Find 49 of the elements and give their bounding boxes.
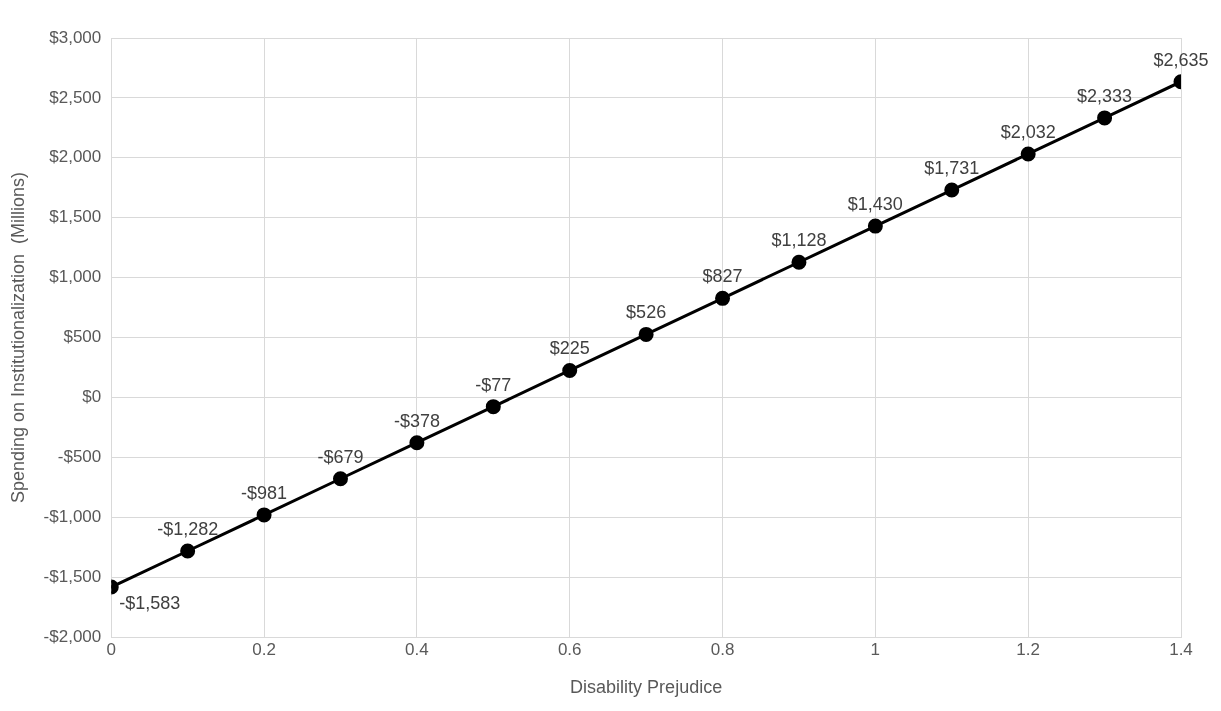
x-tick-label: 0 — [106, 639, 116, 659]
x-tick-label: 0.8 — [710, 639, 735, 659]
data-label: $827 — [702, 266, 743, 287]
point — [1097, 110, 1113, 126]
data-label: $2,635 — [1153, 49, 1209, 70]
x-tick-label: 0.4 — [405, 639, 429, 659]
point — [944, 182, 960, 198]
data-label: $225 — [549, 338, 590, 359]
data-label: $1,430 — [847, 194, 903, 215]
y-tick-label: -$500 — [57, 446, 102, 466]
point — [332, 471, 348, 487]
y-axis-title: Spending on Institutionalization (Millions) — [7, 171, 28, 504]
point — [485, 399, 501, 415]
x-tick-label: 0.2 — [252, 639, 276, 659]
x-tick-label: 1 — [870, 639, 881, 659]
data-label: -$378 — [393, 410, 440, 431]
data-label: $526 — [626, 302, 667, 323]
data-label: -$679 — [317, 446, 364, 467]
data-label: $2,032 — [1000, 121, 1056, 142]
data-label: -$1,583 — [119, 593, 181, 614]
y-tick-label: $1,500 — [49, 207, 102, 227]
y-tick-label: $2,500 — [49, 87, 102, 107]
x-tick-label: 1.2 — [1016, 639, 1040, 659]
y-tick-label: $1,000 — [49, 267, 102, 287]
y-tick-label: -$1,000 — [43, 506, 102, 526]
point — [180, 543, 196, 559]
point — [867, 218, 883, 234]
point — [256, 507, 272, 523]
data-label: -$77 — [475, 374, 512, 395]
y-tick-label: $0 — [82, 387, 102, 407]
x-tick-label: 0.6 — [557, 639, 582, 659]
x-axis-title: Disability Prejudice — [570, 677, 723, 698]
point — [1020, 146, 1036, 162]
y-tick-label: -$2,000 — [43, 626, 102, 646]
point — [562, 362, 578, 378]
data-label: $1,731 — [924, 157, 980, 178]
point — [791, 254, 807, 270]
data-label: -$981 — [241, 482, 288, 503]
point — [638, 326, 654, 342]
point — [715, 290, 731, 306]
data-label: -$1,282 — [157, 518, 219, 539]
point — [409, 435, 425, 451]
y-tick-label: -$1,500 — [43, 566, 102, 586]
y-tick-label: $2,000 — [49, 147, 102, 167]
y-tick-label: $3,000 — [49, 27, 102, 47]
y-tick-label: $500 — [63, 327, 102, 347]
data-label: $2,333 — [1077, 85, 1133, 106]
x-tick-label: 1.4 — [1169, 639, 1193, 659]
data-label: $1,128 — [771, 230, 827, 251]
